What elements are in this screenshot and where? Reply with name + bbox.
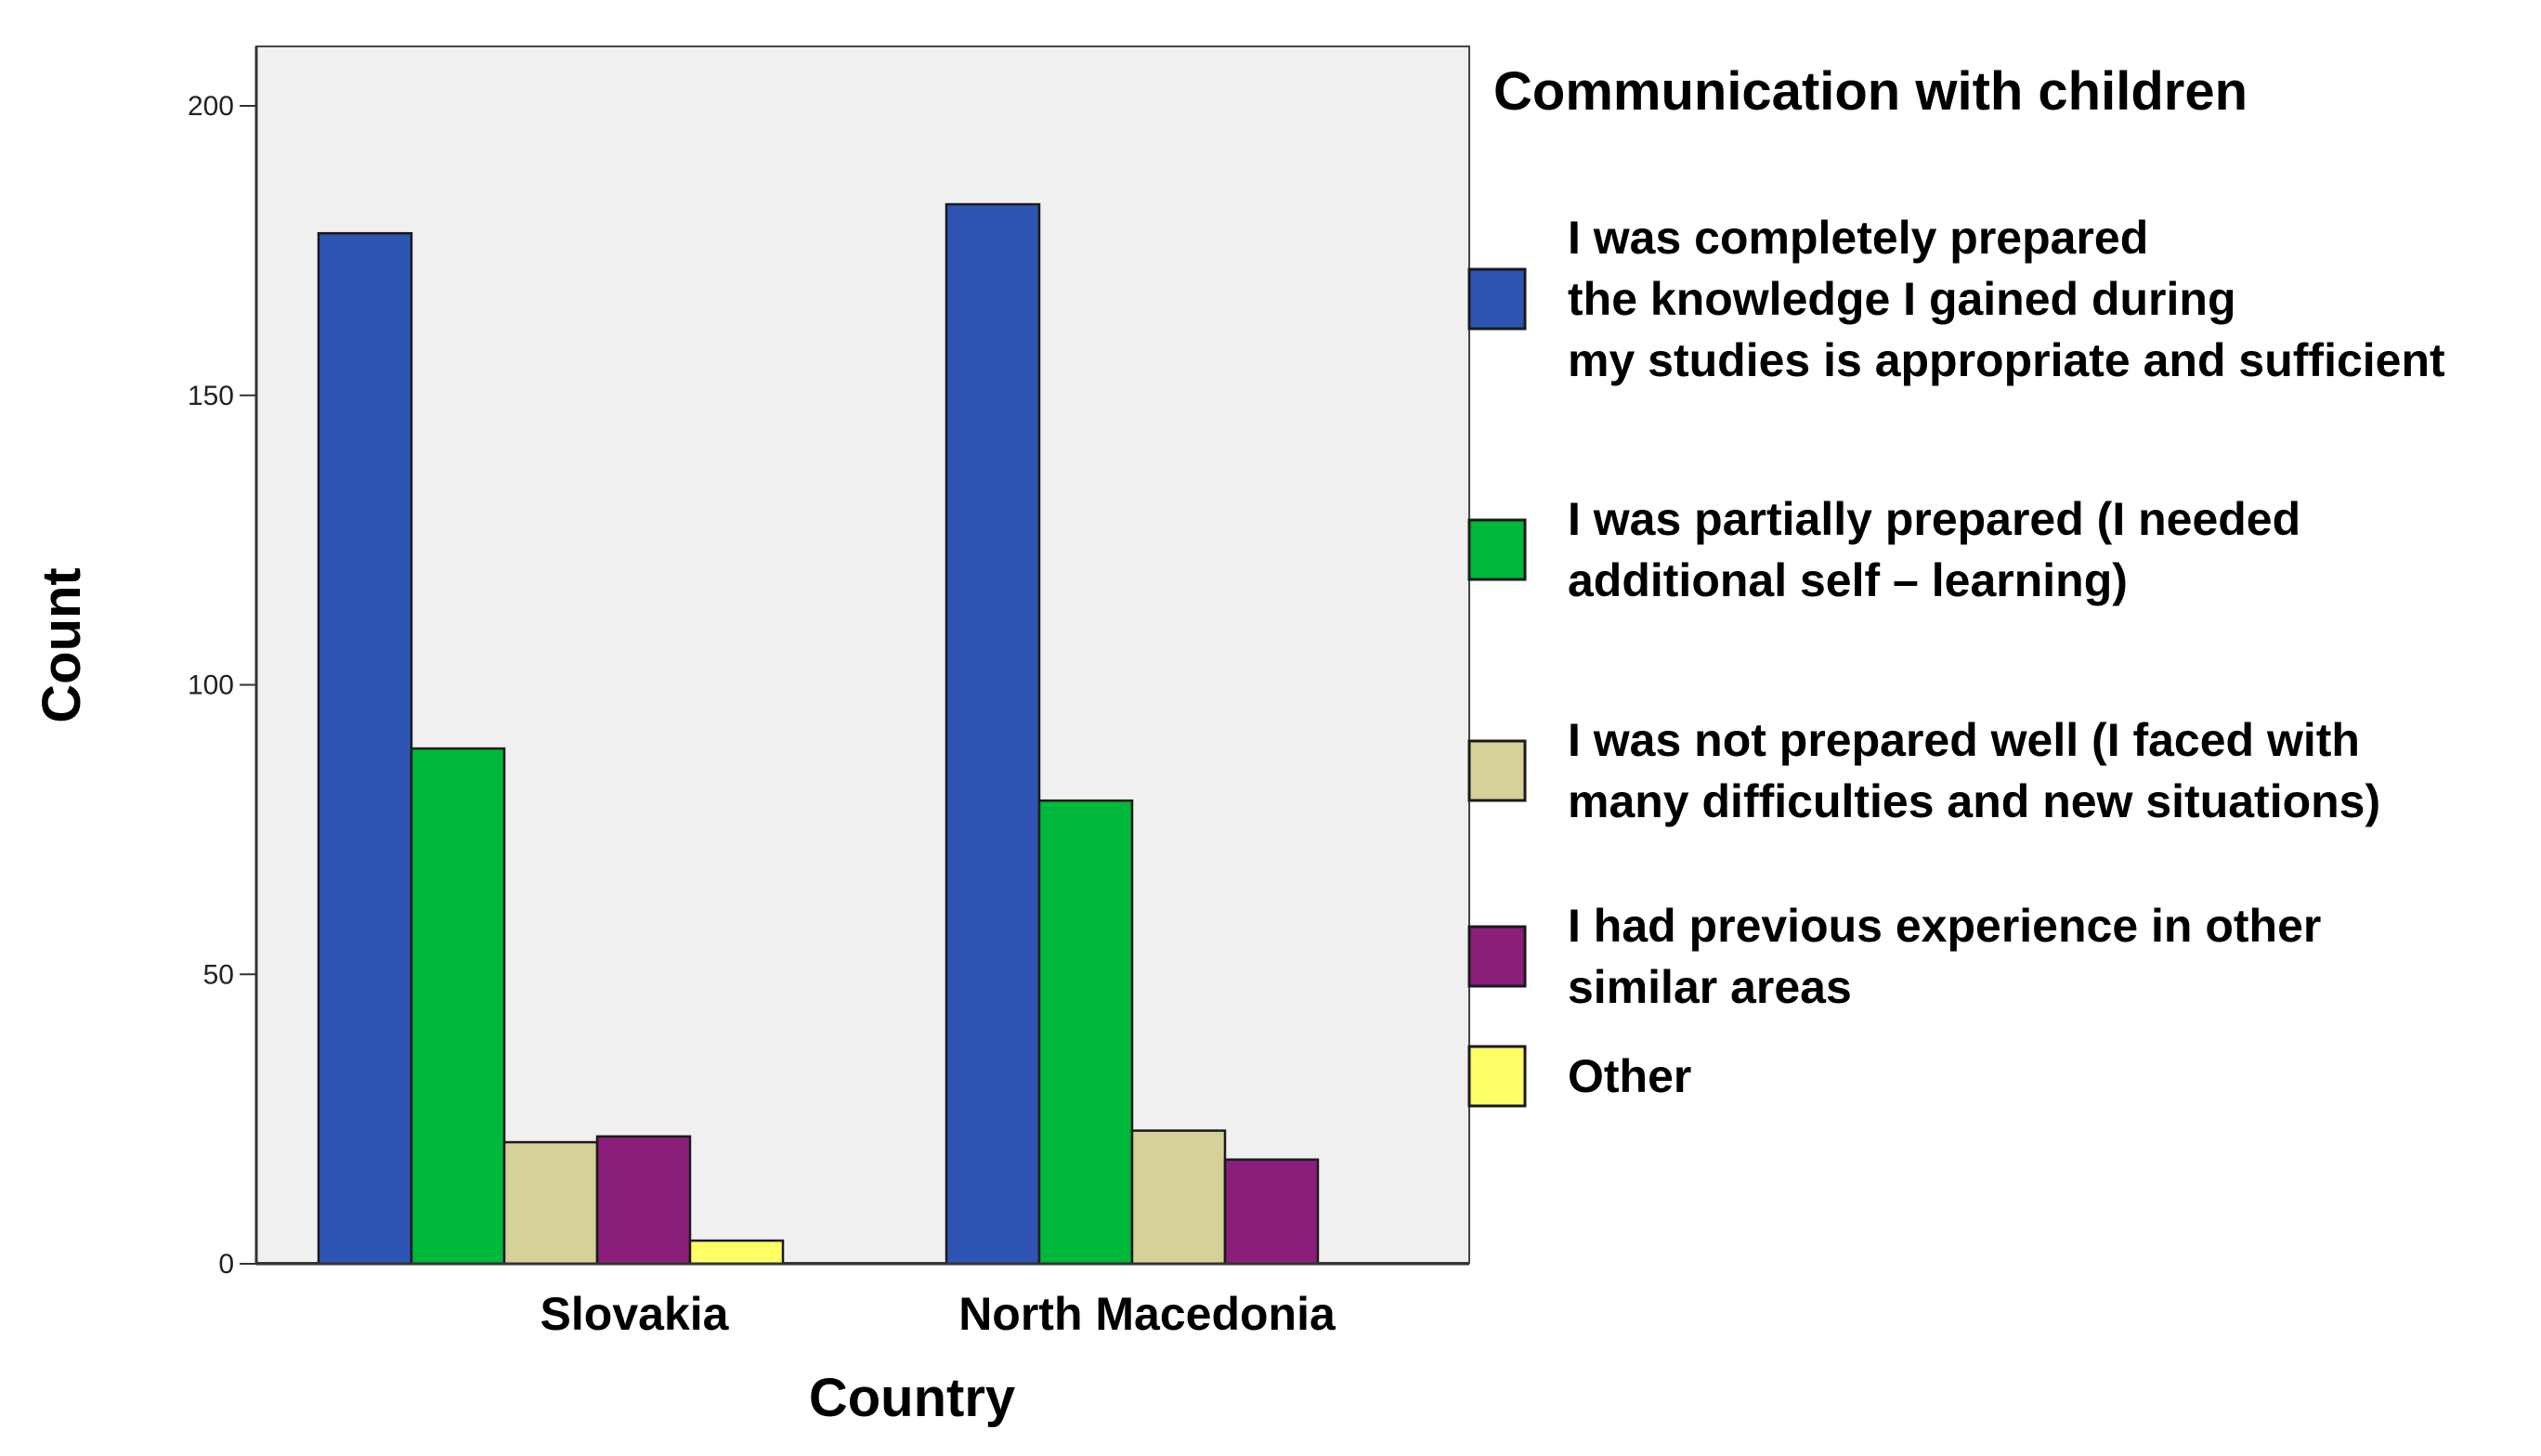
legend-swatch-4 [1467,925,1527,988]
y-axis-title: Count [32,567,92,723]
legend-swatch-5 [1467,1045,1527,1108]
legend: I was completely prepared the knowledge I… [1467,212,2445,1108]
legend-swatch-2 [1467,518,1527,581]
legend-title: Communication with children [1493,61,2248,122]
legend-label-5: Other [1568,1050,1691,1102]
x-labels-group: Slovakia North Macedonia [541,1288,1336,1340]
legend-label-4: I had previous experience in other [1568,900,2321,952]
legend-label-1: the knowledge I gained during [1568,273,2235,325]
bar-north-macedonia-series-3 [1130,1129,1227,1266]
legend-label-4: similar areas [1568,961,1852,1013]
bar-north-macedonia-series-4 [1223,1158,1320,1266]
legend-swatch-1 [1467,267,1527,331]
bar-slovakia-series-2 [410,747,506,1266]
bar-slovakia-series-4 [595,1135,692,1266]
bar-north-macedonia-series-1 [945,202,1041,1266]
x-axis-title: Country [809,1368,1015,1428]
y-tick-label: 200 [188,91,234,122]
bars-group [317,202,1320,1266]
y-tick-label: 0 [218,1249,234,1280]
bar-slovakia-series-1 [317,231,413,1266]
legend-label-3: I was not prepared well (I faced with [1568,714,2360,766]
bar-slovakia-series-3 [502,1140,599,1266]
x-category-label: North Macedonia [958,1288,1336,1340]
bar-slovakia-series-5 [688,1239,785,1266]
y-ticks-group: 0 50 100 150 200 [188,91,256,1280]
legend-label-2: I was partially prepared (I needed [1568,493,2300,545]
legend-label-3: many difficulties and new situations) [1568,775,2380,827]
bar-north-macedonia-series-2 [1037,799,1134,1266]
legend-label-1: my studies is appropriate and sufficient [1568,334,2445,386]
y-tick-label: 50 [203,959,234,990]
x-category-label: Slovakia [541,1288,730,1340]
y-tick-label: 150 [188,381,234,411]
legend-label-2: additional self – learning) [1568,554,2128,606]
legend-swatch-3 [1467,739,1527,802]
y-tick-label: 100 [188,670,234,701]
legend-label-1: I was completely prepared [1568,212,2148,264]
